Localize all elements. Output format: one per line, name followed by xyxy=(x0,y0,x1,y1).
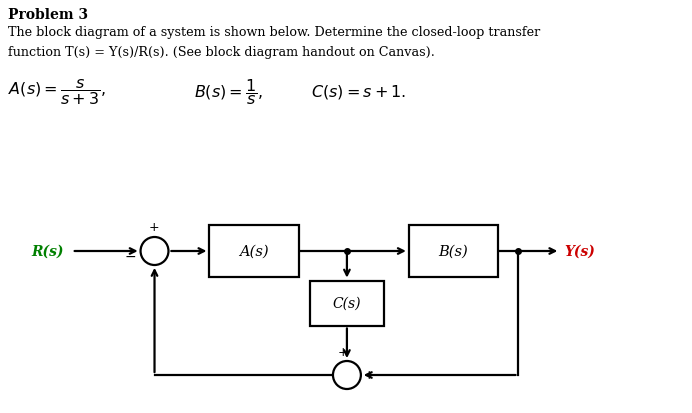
Bar xyxy=(309,281,384,326)
Text: $B(s) = \dfrac{1}{s},$: $B(s) = \dfrac{1}{s},$ xyxy=(194,77,264,107)
Text: +: + xyxy=(148,221,159,233)
Bar xyxy=(409,225,498,277)
Text: B(s): B(s) xyxy=(439,244,468,259)
Text: C(s): C(s) xyxy=(333,296,361,310)
Text: +: + xyxy=(338,345,348,358)
Text: R(s): R(s) xyxy=(31,244,64,259)
Circle shape xyxy=(333,361,361,389)
Circle shape xyxy=(140,237,168,266)
Text: −: − xyxy=(125,249,136,263)
Text: $C(s) = s + 1.$: $C(s) = s + 1.$ xyxy=(311,83,406,101)
Text: The block diagram of a system is shown below. Determine the closed-loop transfer: The block diagram of a system is shown b… xyxy=(8,26,540,39)
Text: A(s): A(s) xyxy=(239,244,269,259)
Bar xyxy=(210,225,299,277)
Text: +: + xyxy=(364,369,374,382)
Text: Problem 3: Problem 3 xyxy=(8,8,88,22)
Text: Y(s): Y(s) xyxy=(564,244,595,259)
Text: function T(s) = Y(s)/R(s). (See block diagram handout on Canvas).: function T(s) = Y(s)/R(s). (See block di… xyxy=(8,46,435,59)
Text: $A(s) = \dfrac{s}{s+3},$: $A(s) = \dfrac{s}{s+3},$ xyxy=(8,77,106,107)
